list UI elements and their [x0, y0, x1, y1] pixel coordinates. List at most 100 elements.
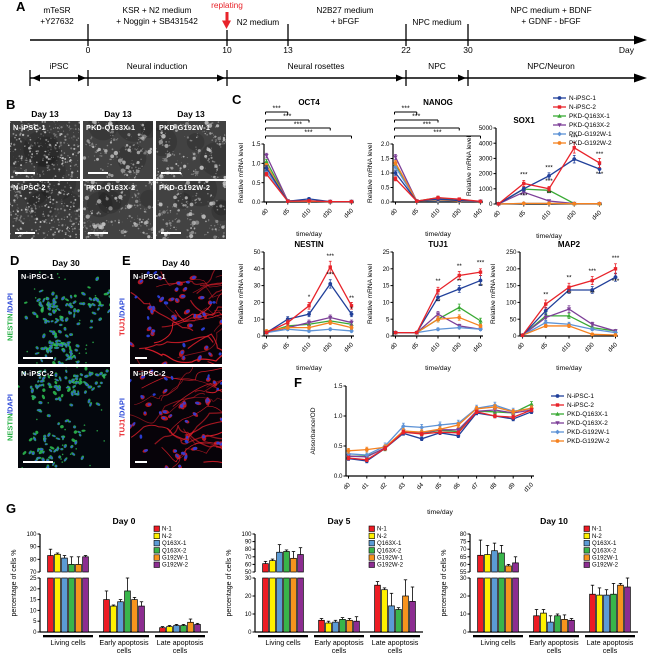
svg-text:percentage of cells %: percentage of cells % — [11, 550, 18, 617]
svg-text:d40: d40 — [591, 209, 604, 222]
series-legend: N-iPSC-1 N-iPSC-2 PKD-Q163X-1 PKD-Q163X-2 PK… — [549, 390, 649, 453]
svg-text:Living cells: Living cells — [480, 638, 516, 647]
svg-text:10: 10 — [30, 608, 37, 614]
svg-text:***: *** — [326, 271, 334, 278]
scale-bar — [135, 461, 147, 463]
timeline-medium-4: N2B27 medium + bFGF — [316, 5, 374, 26]
svg-text:d5: d5 — [281, 341, 291, 351]
stage-ipsc: iPSC — [49, 61, 69, 71]
b-col-header-1: Day 13 — [31, 109, 59, 119]
svg-text:1.0: 1.0 — [381, 170, 390, 177]
timeline-medium-3: N2 medium — [236, 17, 280, 27]
svg-text:20: 20 — [460, 594, 467, 600]
stage-neural-rosettes: Neural rosettes — [287, 61, 345, 71]
micrograph-n-ipsc-1: N-iPSC-1 — [10, 121, 80, 179]
svg-text:***: *** — [545, 178, 553, 185]
series-legend: N-iPSC-1 N-iPSC-2 PKD-Q163X-1 PKD-Q163X-2 PK… — [551, 92, 650, 155]
svg-text:5000: 5000 — [479, 125, 493, 132]
svg-text:***: *** — [588, 268, 596, 275]
svg-text:d5: d5 — [410, 207, 420, 217]
timeline-medium-6: NPC medium + BDNF + GDNF - bFGF — [510, 5, 592, 26]
svg-text:N-1: N-1 — [377, 526, 387, 533]
svg-text:d10: d10 — [523, 481, 536, 494]
svg-text:0: 0 — [513, 333, 517, 340]
day-tick-0: 0 — [85, 45, 91, 55]
chart-apoptosis-day10: Day 10 percentage of cells % 55 60 65 70 75 80 0… — [438, 514, 644, 669]
svg-text:Q163X-2: Q163X-2 — [592, 547, 617, 554]
svg-text:d0: d0 — [389, 341, 399, 351]
svg-text:1.0: 1.0 — [334, 413, 343, 420]
svg-text:40: 40 — [254, 266, 261, 273]
micrograph-label: N-iPSC-1 — [13, 123, 46, 132]
svg-text:*: * — [350, 306, 353, 313]
svg-text:***: *** — [283, 114, 291, 121]
chart-map2: MAP2 0 50 100 150 200 250 Relative mRNA level d0… — [486, 238, 626, 377]
panel-label-c: C — [232, 92, 242, 107]
svg-text:**: ** — [435, 278, 441, 285]
svg-text:Relative mRNA level: Relative mRNA level — [238, 142, 245, 203]
day-tick-13: 13 — [283, 45, 293, 55]
svg-text:d5: d5 — [517, 209, 527, 219]
micrograph-pkd-q163x-2: PKD-Q163X-2 — [83, 181, 153, 239]
svg-text:d5: d5 — [434, 481, 444, 491]
svg-text:d10: d10 — [429, 207, 442, 220]
svg-text:5: 5 — [386, 316, 390, 323]
svg-text:Q163X-1: Q163X-1 — [377, 540, 402, 547]
svg-text:***: *** — [326, 253, 334, 260]
svg-text:Late apoptosis: Late apoptosis — [372, 638, 419, 647]
micrograph-label: PKD-G192W-1 — [159, 123, 211, 132]
svg-text:20: 20 — [383, 266, 390, 273]
svg-text:d10: d10 — [540, 209, 553, 222]
svg-text:100: 100 — [241, 532, 252, 538]
svg-text:N-1: N-1 — [162, 526, 172, 533]
day-tick-10: 10 — [222, 45, 232, 55]
chart-nanog: NANOG 0.0 0.5 1.0 1.5 2.0 Relative mRNA level d… — [363, 96, 491, 243]
svg-text:70: 70 — [30, 570, 37, 576]
stage-npc-neuron: NPC/Neuron — [527, 61, 575, 71]
svg-text:d30: d30 — [583, 341, 596, 354]
micrograph-label: N-iPSC-2 — [21, 369, 54, 378]
svg-text:Early apoptosis: Early apoptosis — [314, 638, 364, 647]
svg-text:***: *** — [304, 130, 312, 137]
svg-text:Early apoptosis: Early apoptosis — [99, 638, 149, 647]
scale-bar — [135, 357, 147, 359]
svg-text:Q163X-1: Q163X-1 — [592, 540, 617, 547]
svg-text:15: 15 — [30, 598, 37, 604]
micrograph-n-ipsc-2: N-iPSC-2 — [10, 181, 80, 239]
stain-label-tuj1-dapi: TUJ1/DAPI — [117, 398, 127, 437]
svg-text:1000: 1000 — [479, 186, 493, 193]
svg-text:PKD-Q163X-2: PKD-Q163X-2 — [569, 122, 610, 129]
svg-text:time/day: time/day — [556, 365, 582, 372]
stain-label-tuj1-dapi: TUJ1/DAPI — [117, 297, 127, 337]
svg-text:50: 50 — [254, 249, 261, 256]
panel-label-a: A — [16, 0, 26, 14]
chart-oct4: OCT4 0.0 0.5 1.0 1.5 Relative mRNA level d0 d5 d… — [234, 96, 362, 243]
svg-text:25: 25 — [383, 249, 390, 256]
svg-text:cells: cells — [388, 646, 403, 655]
svg-text:d5: d5 — [539, 341, 549, 351]
scale-bar — [161, 172, 181, 174]
svg-text:0: 0 — [248, 630, 252, 636]
svg-text:**: ** — [546, 190, 552, 197]
stage-neural-induction: Neural induction — [126, 61, 188, 71]
svg-text:**: ** — [435, 299, 441, 306]
svg-text:MAP2: MAP2 — [558, 240, 581, 249]
svg-text:150: 150 — [506, 283, 517, 290]
scale-bar — [23, 461, 53, 463]
svg-text:Day 0: Day 0 — [113, 516, 136, 526]
svg-text:***: *** — [545, 164, 553, 171]
svg-text:Relative mRNA level: Relative mRNA level — [367, 142, 374, 203]
svg-text:0.0: 0.0 — [381, 199, 390, 206]
svg-text:time/day: time/day — [425, 231, 451, 238]
svg-text:30: 30 — [245, 576, 252, 582]
e-header: Day 40 — [162, 258, 190, 268]
svg-text:time/day: time/day — [296, 231, 322, 238]
svg-text:d0: d0 — [516, 341, 526, 351]
svg-text:time/day: time/day — [296, 365, 322, 372]
svg-text:***: *** — [433, 130, 441, 137]
svg-text:2000: 2000 — [479, 171, 493, 178]
svg-text:80: 80 — [245, 547, 252, 553]
svg-text:d40: d40 — [343, 207, 356, 220]
b-col-header-3: Day 13 — [177, 109, 205, 119]
svg-text:30: 30 — [254, 283, 261, 290]
